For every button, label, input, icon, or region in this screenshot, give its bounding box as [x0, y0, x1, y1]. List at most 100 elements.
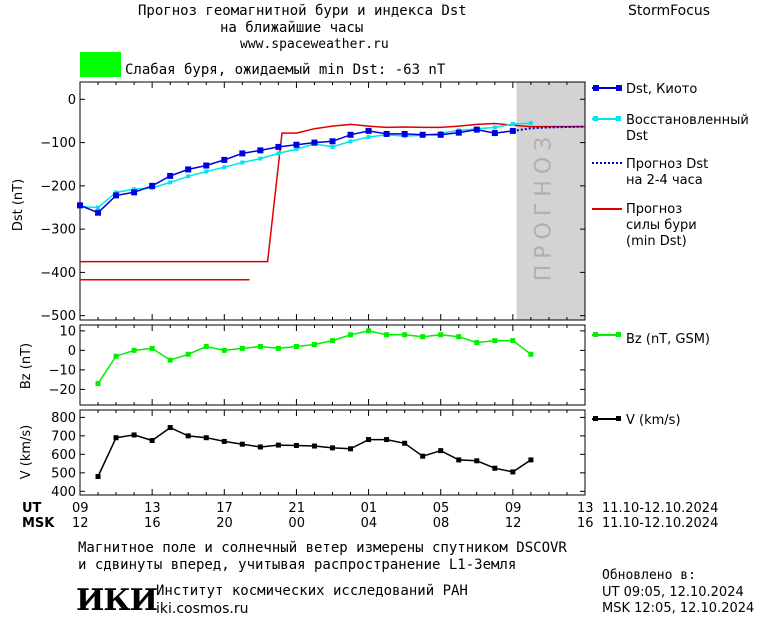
bz-point	[221, 347, 227, 353]
dst-restored-point	[186, 174, 191, 179]
institute-site-link[interactable]: iki.cosmos.ru	[156, 601, 249, 617]
legend-dst-restored: Восстановленный Dst	[592, 113, 749, 144]
bz-point	[402, 332, 408, 338]
bz-point	[149, 345, 155, 351]
bz-point	[167, 357, 173, 363]
v-plot-frame	[79, 409, 586, 496]
dst-kyoto-point	[437, 131, 444, 138]
dst-kyoto-point	[293, 141, 300, 148]
v-point	[330, 445, 335, 451]
dst-restored-line	[80, 122, 531, 209]
dst-y-axis-label: Dst (nT)	[11, 179, 26, 231]
dst-kyoto-point	[473, 126, 480, 133]
legend-dst-forecast-label-1: Прогноз Dst	[626, 157, 708, 172]
v-point	[239, 441, 245, 447]
bz-point	[438, 332, 444, 338]
y-tick-label: −400	[40, 266, 76, 281]
dst-forecast-line	[512, 125, 585, 132]
v-point	[402, 440, 408, 446]
msk-tick-label: 20	[216, 516, 233, 531]
v-point	[420, 453, 426, 459]
ut-tick-label: 05	[432, 501, 450, 516]
legend-v: V (km/s)	[592, 413, 681, 428]
dst-restored-point	[132, 187, 137, 192]
updated-msk: MSK 12:05, 12.10.2024	[602, 601, 755, 616]
dst-forecast-charts: ПРОГНОЗ Dst (nT) Bz (nT) V (km/s) 0−100−…	[11, 81, 749, 500]
dst-kyoto-point	[311, 139, 318, 146]
legend-dst-forecast-label-2: на 2-4 часа	[626, 173, 703, 188]
legend-storm-label-1: Прогноз	[626, 202, 682, 217]
dst-kyoto-point	[365, 127, 372, 134]
y-tick-label: −300	[40, 223, 76, 238]
v-point	[528, 457, 534, 463]
ut-tick-label: 17	[216, 501, 233, 516]
msk-axis-label: MSK	[22, 516, 55, 531]
dst-kyoto-point	[131, 189, 138, 196]
legend-dst-forecast: Прогноз Dst на 2-4 часа	[592, 157, 708, 188]
msk-tick-label: 04	[360, 516, 378, 531]
updated-ut: UT 09:05, 12.10.2024	[602, 585, 744, 600]
v-point	[492, 465, 498, 471]
dst-kyoto-point	[419, 131, 426, 138]
msk-date-range: 11.10-12.10.2024	[602, 516, 719, 531]
dst-kyoto-point	[239, 150, 246, 157]
v-point	[456, 457, 462, 463]
dst-restored-point	[240, 160, 245, 165]
legend-dst-restored-label-2: Dst	[626, 129, 648, 144]
dst-kyoto-point	[491, 130, 498, 137]
bz-plot-frame	[79, 324, 586, 406]
msk-tick-label: 12	[72, 516, 89, 531]
y-tick-label: 500	[51, 466, 76, 481]
bz-point	[311, 342, 317, 348]
msk-tick-label: 16	[577, 516, 594, 531]
dst-kyoto-point	[203, 162, 210, 169]
chart-title-line1: Прогноз геомагнитной бури и индекса Dst	[138, 3, 467, 19]
dst-restored-point	[366, 134, 371, 139]
dst-restored-point	[114, 190, 119, 195]
y-tick-label: −200	[40, 179, 76, 194]
legend-bz: Bz (nT, GSM)	[592, 332, 710, 347]
v-point	[149, 437, 155, 443]
bz-point	[384, 332, 390, 338]
v-y-axis-label: V (km/s)	[19, 425, 34, 480]
bz-point	[293, 343, 299, 349]
forecast-zone	[516, 82, 585, 320]
dst-kyoto-point	[113, 192, 120, 199]
dst-kyoto-point	[185, 166, 192, 173]
legend-dst-kyoto: Dst, Киото	[592, 82, 697, 97]
v-point	[348, 446, 354, 452]
v-point	[167, 425, 173, 431]
dst-restored-point	[258, 156, 263, 161]
y-tick-label: 800	[51, 411, 76, 426]
ut-tick-label: 01	[360, 501, 378, 516]
bz-point	[275, 345, 281, 351]
chart-title-line2: на ближайшие часы	[220, 20, 364, 36]
dst-restored-point	[204, 169, 209, 174]
v-point	[95, 474, 101, 480]
y-tick-label: 0	[68, 93, 76, 108]
y-tick-label: −100	[40, 136, 76, 151]
y-tick-label: −10	[49, 363, 76, 378]
bz-point	[510, 338, 516, 344]
ut-tick-label: 09	[72, 501, 89, 516]
msk-tick-label: 08	[432, 516, 450, 531]
bz-point	[366, 328, 372, 334]
v-point	[221, 438, 227, 444]
ut-date-range: 11.10-12.10.2024	[602, 501, 719, 516]
v-point	[203, 435, 209, 441]
v-point	[131, 432, 137, 438]
v-point	[293, 442, 299, 448]
dst-restored-point	[168, 180, 173, 185]
site-link[interactable]: www.spaceweather.ru	[240, 37, 389, 52]
bz-point	[330, 338, 335, 344]
dst-kyoto-point	[347, 131, 354, 138]
y-tick-label: 600	[51, 448, 76, 463]
bz-point	[528, 351, 534, 357]
dst-kyoto-point	[77, 202, 83, 209]
bz-point	[239, 345, 245, 351]
brand-name: StormFocus	[628, 3, 711, 19]
bz-point	[348, 332, 354, 338]
v-point	[438, 448, 444, 454]
dst-restored-point	[348, 139, 353, 144]
dst-restored-point	[276, 151, 281, 156]
